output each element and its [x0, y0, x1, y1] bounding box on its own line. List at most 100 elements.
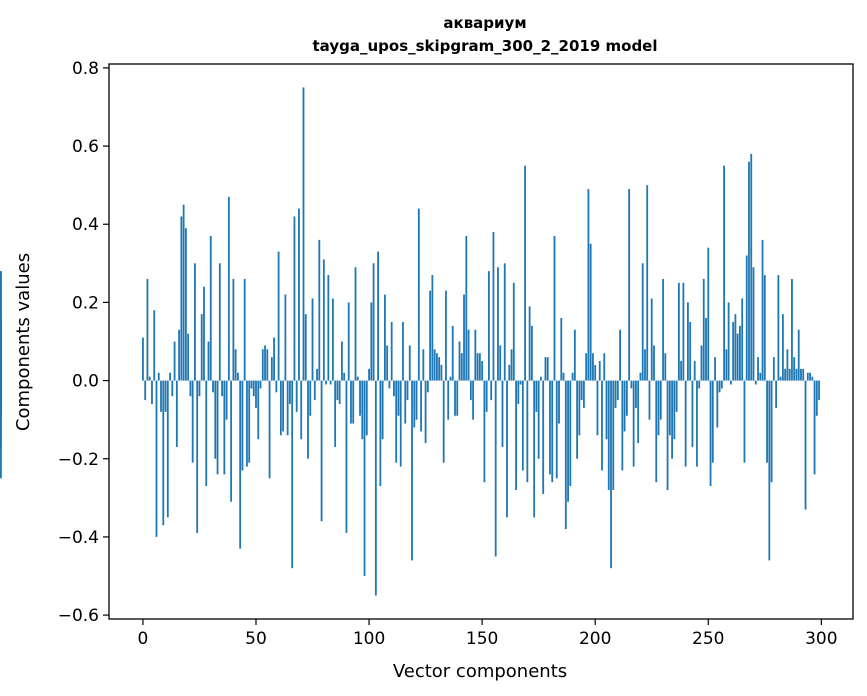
bar-277 [768, 380, 771, 561]
bar-251 [709, 380, 712, 487]
bar-35 [221, 380, 223, 397]
bar-254 [716, 380, 719, 428]
bar-57 [270, 357, 273, 381]
bar-237 [677, 282, 680, 381]
bar-107 [383, 294, 386, 381]
bar-70 [300, 380, 303, 440]
bar-274 [761, 239, 764, 381]
bar-92 [350, 380, 352, 424]
bar-178 [544, 357, 547, 381]
bar-30 [209, 235, 212, 381]
bar-245 [696, 380, 698, 467]
bar-33 [216, 380, 219, 475]
bar-259 [727, 302, 730, 381]
bar-225 [650, 298, 653, 381]
bar-2 [146, 278, 149, 381]
bar-52 [259, 380, 262, 389]
bar-23 [194, 263, 196, 381]
bar-120 [413, 380, 416, 428]
bar-246 [698, 380, 701, 389]
bar-166 [517, 380, 520, 405]
bar-53 [261, 349, 264, 381]
bar-220 [639, 372, 642, 381]
bar-210 [616, 380, 619, 401]
bar-208 [612, 380, 615, 491]
bar-96 [359, 380, 361, 416]
bar-190 [571, 372, 574, 381]
bar-219 [637, 380, 640, 444]
bar-125 [424, 380, 427, 444]
bar-229 [659, 380, 662, 420]
bar-41 [234, 349, 237, 381]
bar-281 [777, 275, 780, 381]
bar-54 [264, 345, 266, 381]
bar-74 [309, 380, 312, 416]
y-tick-label: 0.6 [72, 137, 99, 157]
bar-180 [549, 380, 551, 475]
bar-71 [302, 87, 305, 381]
bar-207 [610, 380, 612, 569]
bar-200 [594, 364, 597, 381]
bar-255 [718, 380, 721, 393]
bar-112 [395, 380, 398, 463]
bar-280 [775, 380, 778, 408]
bar-58 [273, 337, 275, 381]
bar-285 [786, 349, 789, 381]
bar-95 [356, 376, 359, 381]
bar-137 [451, 325, 454, 381]
bar-262 [734, 314, 737, 381]
bar-45 [243, 278, 246, 381]
bar-86 [336, 380, 339, 401]
bar-214 [625, 380, 628, 416]
bar-82 [327, 275, 330, 381]
bar-65 [289, 380, 291, 405]
bar-5 [153, 310, 156, 381]
bar-231 [664, 353, 667, 381]
bar-224 [648, 380, 651, 420]
bar-105 [379, 380, 382, 487]
bar-270 [752, 267, 755, 381]
bar-267 [745, 255, 748, 381]
x-axis-ticks: 0 50 100 150 200 250 300 [138, 619, 838, 649]
bar-62 [282, 380, 285, 432]
bar-130 [436, 353, 438, 381]
bar-217 [632, 380, 635, 467]
bar-153 [488, 271, 490, 381]
bar-226 [653, 345, 655, 381]
bar-252 [711, 380, 714, 463]
bar-128 [431, 275, 434, 381]
bar-264 [739, 325, 741, 381]
bar-61 [279, 380, 282, 436]
bar-156 [494, 380, 497, 557]
bar-94 [354, 267, 357, 381]
bar-129 [433, 349, 436, 381]
bar-14 [173, 341, 176, 381]
bar-75 [311, 298, 314, 381]
bar-294 [806, 372, 809, 381]
bar-135 [447, 380, 450, 420]
bar-263 [736, 333, 739, 381]
bar-159 [501, 380, 504, 448]
bar-10 [164, 380, 167, 412]
bar-249 [705, 318, 707, 381]
bar-173 [533, 380, 536, 518]
bar-182 [553, 235, 556, 381]
bar-299 [818, 380, 820, 401]
bar-111 [393, 380, 395, 397]
bar-201 [596, 380, 599, 436]
bar-122 [417, 208, 420, 381]
bar-4 [151, 380, 153, 405]
bar-260 [729, 380, 732, 385]
bar-85 [334, 380, 337, 448]
bar-131 [438, 357, 441, 381]
bar-8 [160, 380, 162, 412]
bar-148 [476, 353, 479, 381]
bar-21 [189, 380, 192, 397]
bar-25 [198, 380, 201, 397]
bar-39 [230, 380, 233, 502]
bar-79 [320, 380, 323, 522]
bar-165 [515, 380, 517, 491]
bar-106 [381, 380, 384, 440]
bar-40 [232, 278, 235, 381]
bar-88 [341, 341, 343, 381]
